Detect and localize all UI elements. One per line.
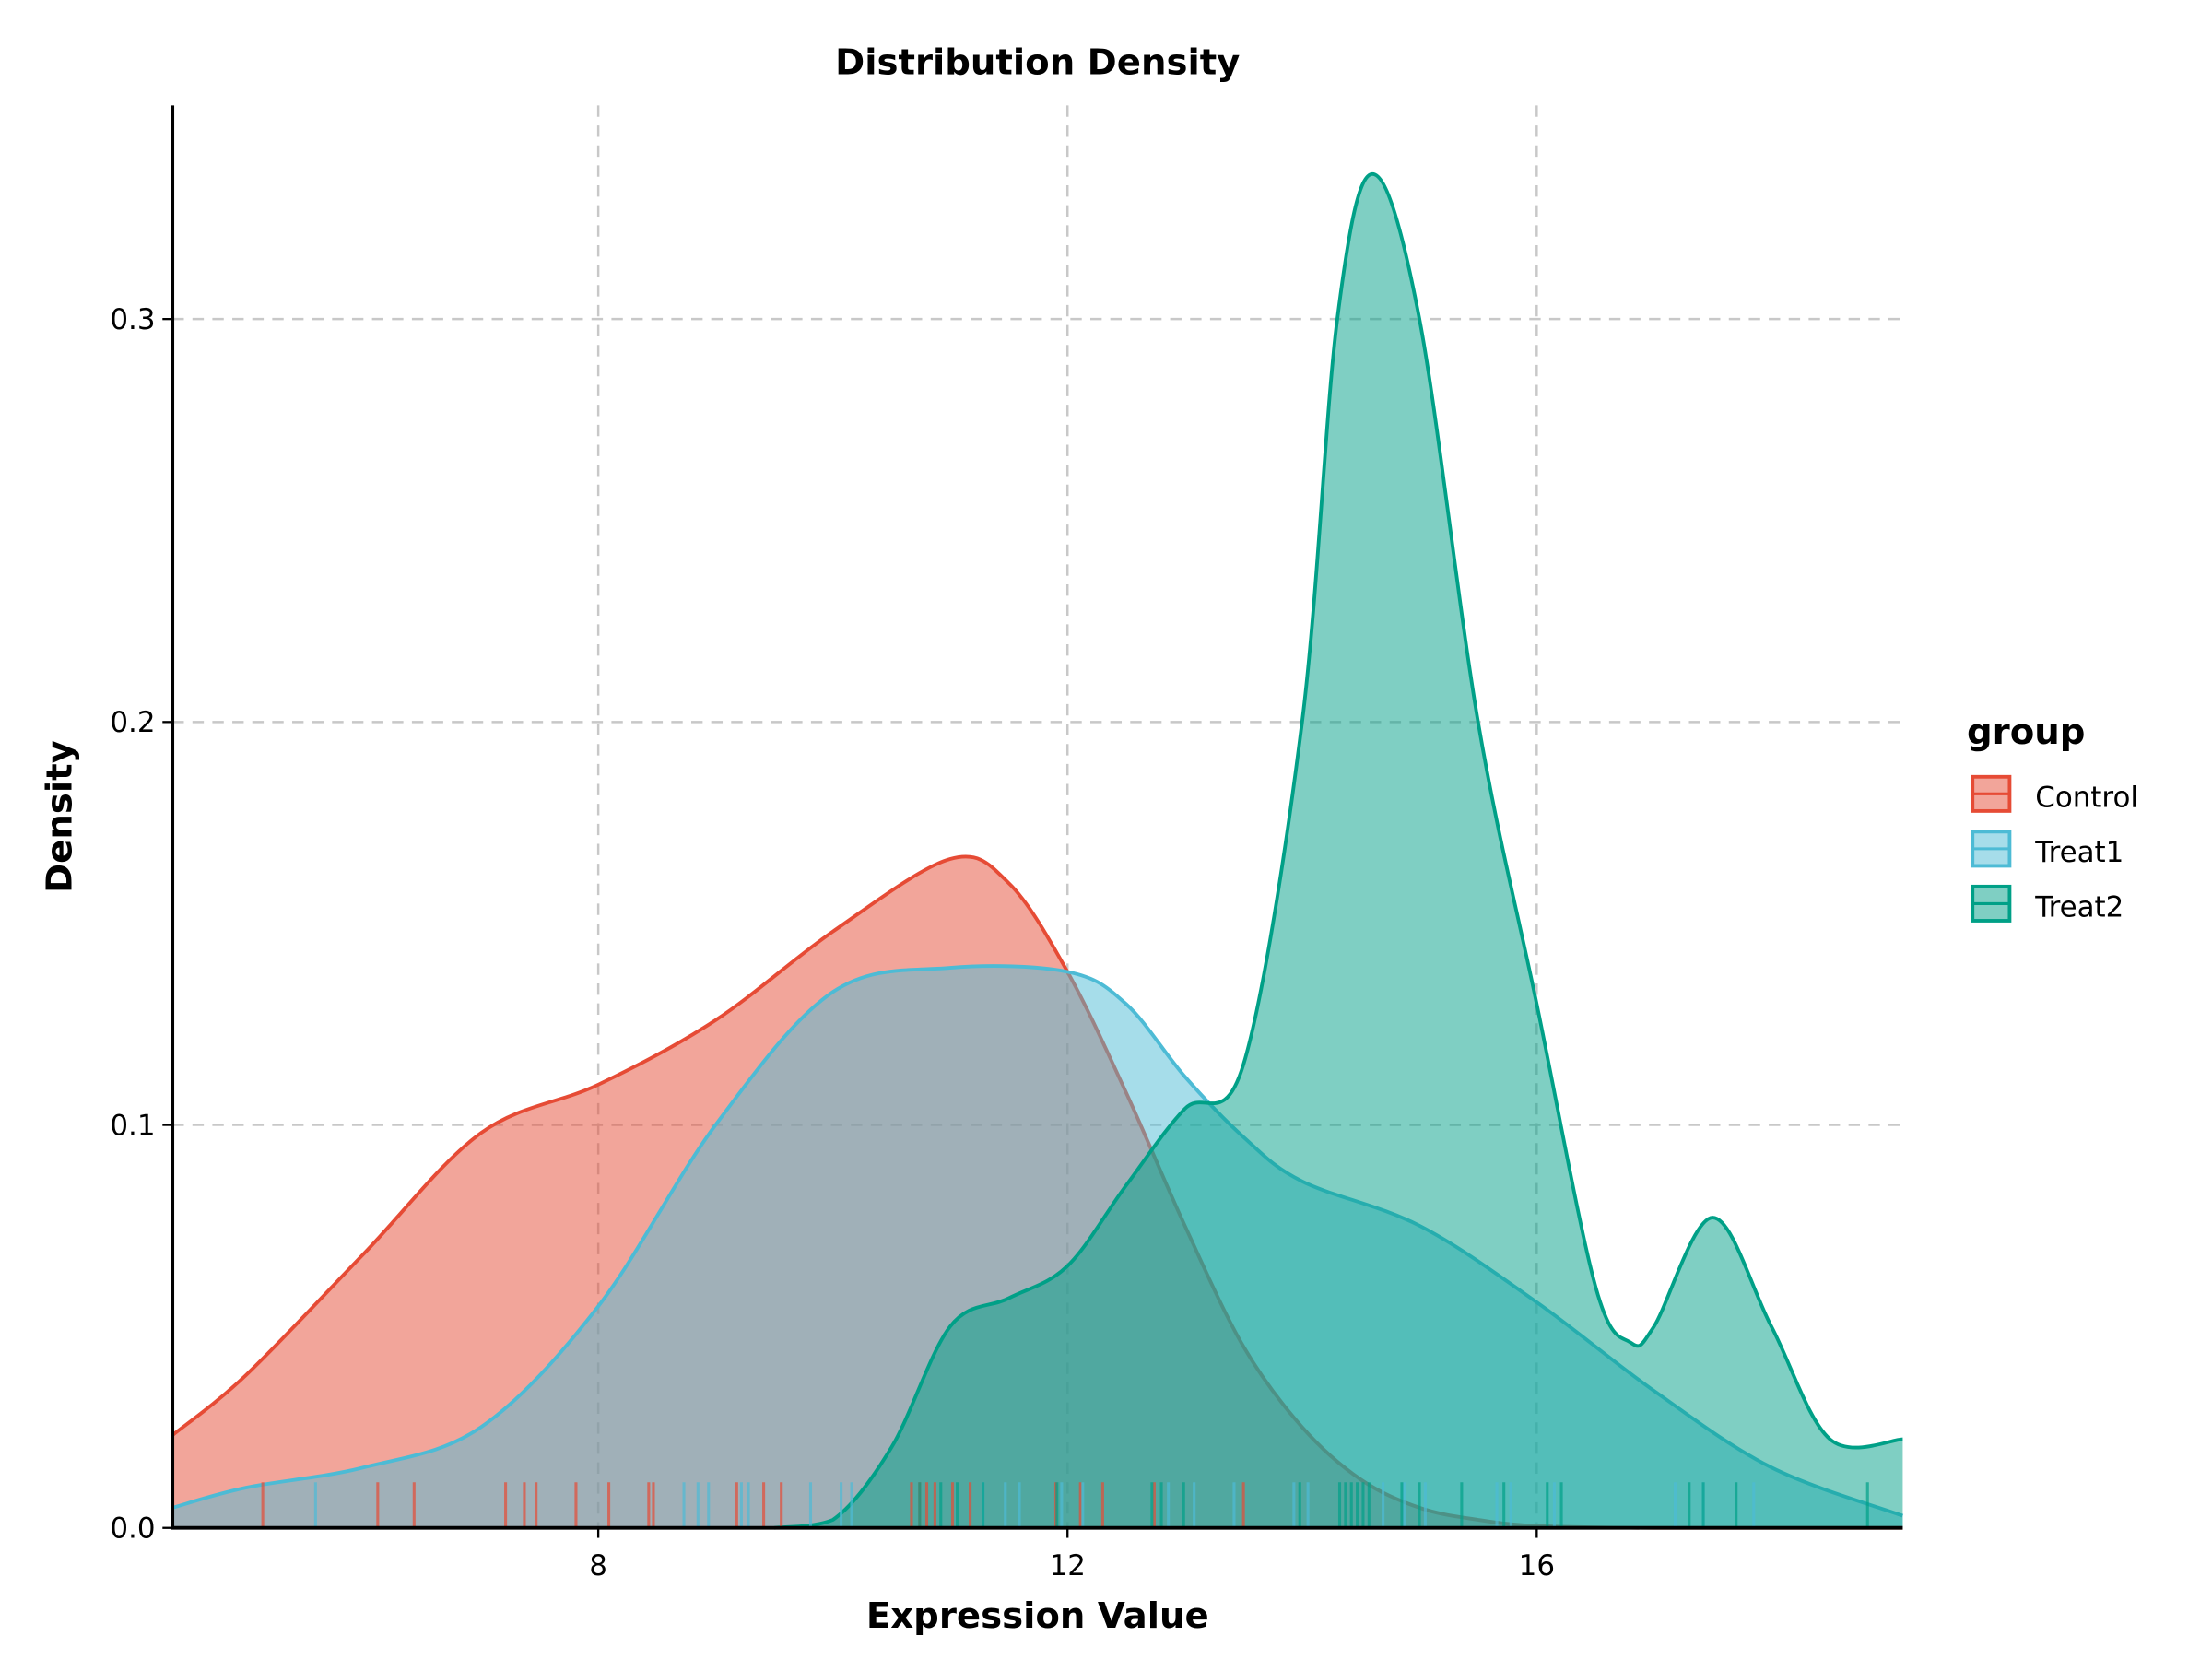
legend-label-treat2: Treat2	[2034, 890, 2124, 924]
density-area-treat2	[774, 173, 1903, 1528]
density-line-treat2	[773, 171, 1903, 1530]
rug-marks	[261, 1482, 1869, 1528]
y-tick-label: 0.2	[110, 706, 155, 739]
y-axis-label: Density	[39, 740, 80, 893]
y-tick-label: 0.1	[110, 1109, 155, 1142]
x-tick-label: 16	[1519, 1549, 1555, 1583]
density-areas	[171, 171, 1904, 1530]
axis-ticks: 8 12 16 0.0 0.1 0.2 0.3	[110, 303, 1555, 1583]
y-tick-label: 0.3	[110, 303, 155, 336]
x-axis-label: Expression Value	[866, 1595, 1209, 1637]
chart-title: Distribution Density	[835, 41, 1240, 83]
legend-title: group	[1967, 712, 2085, 753]
x-tick-label: 12	[1050, 1549, 1086, 1583]
legend: group Control Treat1 Treat2	[1967, 712, 2138, 924]
legend-label-control: Control	[2035, 781, 2138, 814]
x-tick-label: 8	[589, 1549, 607, 1583]
y-tick-label: 0.0	[110, 1512, 155, 1546]
legend-label-treat1: Treat1	[2034, 836, 2124, 869]
